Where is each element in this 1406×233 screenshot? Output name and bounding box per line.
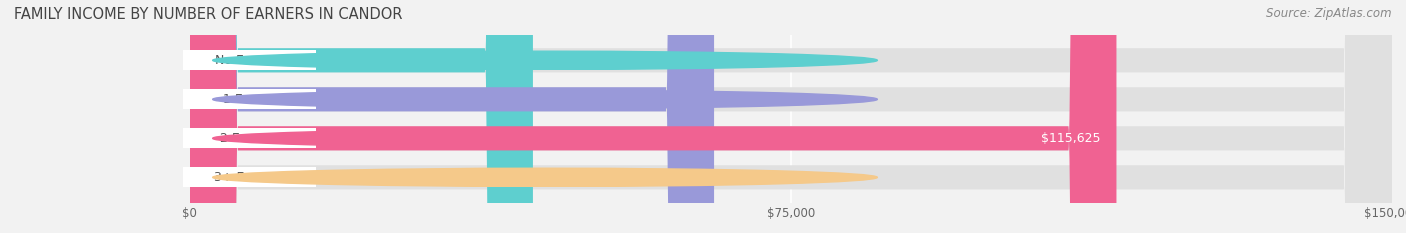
Circle shape <box>212 90 877 108</box>
Text: $65,417: $65,417 <box>725 93 778 106</box>
Text: Source: ZipAtlas.com: Source: ZipAtlas.com <box>1267 7 1392 20</box>
Circle shape <box>212 129 877 147</box>
Text: No Earners: No Earners <box>215 54 284 67</box>
Circle shape <box>212 168 877 186</box>
FancyBboxPatch shape <box>190 0 714 233</box>
FancyBboxPatch shape <box>190 0 1116 233</box>
Text: $0: $0 <box>202 171 218 184</box>
FancyBboxPatch shape <box>190 0 1392 233</box>
FancyBboxPatch shape <box>190 0 533 233</box>
FancyBboxPatch shape <box>190 0 1392 233</box>
Text: 1 Earner: 1 Earner <box>224 93 276 106</box>
Circle shape <box>212 51 877 69</box>
FancyBboxPatch shape <box>186 168 314 186</box>
FancyBboxPatch shape <box>186 90 314 108</box>
FancyBboxPatch shape <box>186 129 314 147</box>
Text: $115,625: $115,625 <box>1040 132 1101 145</box>
Text: $42,813: $42,813 <box>546 54 596 67</box>
FancyBboxPatch shape <box>190 0 1392 233</box>
Text: 3+ Earners: 3+ Earners <box>215 171 284 184</box>
Text: 2 Earners: 2 Earners <box>219 132 280 145</box>
FancyBboxPatch shape <box>190 0 1392 233</box>
FancyBboxPatch shape <box>186 51 314 69</box>
Text: FAMILY INCOME BY NUMBER OF EARNERS IN CANDOR: FAMILY INCOME BY NUMBER OF EARNERS IN CA… <box>14 7 402 22</box>
